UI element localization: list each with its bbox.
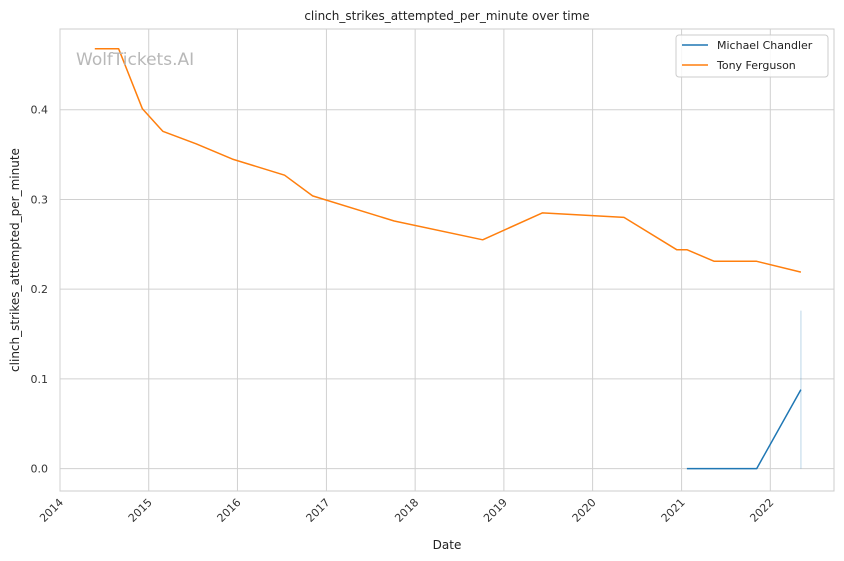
x-tick-label: 2019 [481,496,510,525]
y-tick-label: 0.4 [31,104,49,117]
legend-box [675,34,829,78]
x-tick-label: 2021 [659,496,688,525]
x-tick-label: 2015 [126,496,155,525]
x-tick-label: 2022 [747,496,776,525]
y-tick-label: 0.2 [31,283,49,296]
y-tick-label: 0.1 [31,373,49,386]
y-tick-label: 0.3 [31,193,49,206]
legend-label: Tony Ferguson [716,59,796,72]
plot-area [59,28,835,492]
y-tick-label: 0.0 [31,463,49,476]
x-tick-label: 2016 [215,496,244,525]
series-lines [94,47,802,470]
series-line-michael-chandler [686,389,802,470]
x-tick-label: 2014 [37,496,66,525]
x-tick-label: 2020 [570,496,599,525]
x-tick-label: 2018 [392,496,421,525]
x-axis-label: Date [433,538,462,552]
series-line-tony-ferguson [94,47,802,273]
legend: Michael Chandler Tony Ferguson [675,34,829,78]
chart-title: clinch_strikes_attempted_per_minute over… [304,9,589,23]
x-tick-labels: 2014 2015 2016 2017 2018 2019 2020 2021 2022 [37,496,776,525]
watermark-text: WolfTickets.AI [76,50,194,70]
y-axis-label: clinch_strikes_attempted_per_minute [8,148,22,372]
x-tick-label: 2017 [304,496,333,525]
y-tick-labels: 0.0 0.1 0.2 0.3 0.4 [31,104,49,476]
legend-label: Michael Chandler [717,39,813,52]
